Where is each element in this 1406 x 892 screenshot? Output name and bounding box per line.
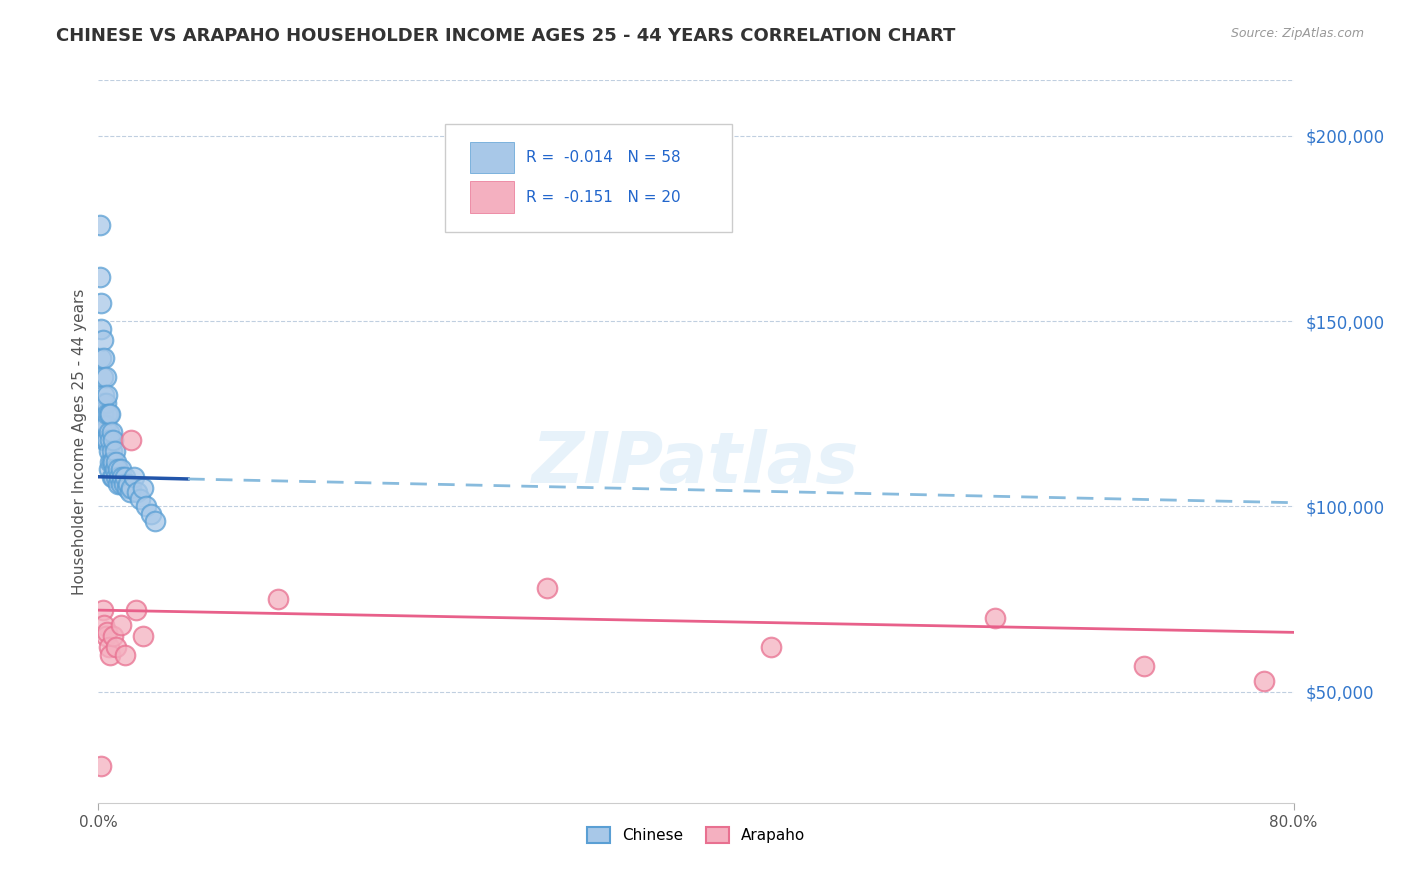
Legend: Chinese, Arapaho: Chinese, Arapaho (581, 822, 811, 849)
Point (96, 407, 118, 421)
Point (91, 369, 114, 384)
Point (103, 433, 125, 447)
Point (114, 469, 136, 483)
Point (759, 640, 782, 655)
FancyBboxPatch shape (446, 124, 733, 232)
Point (90, 351, 112, 366)
Text: R =  -0.151   N = 20: R = -0.151 N = 20 (526, 190, 681, 205)
Point (117, 477, 139, 491)
Point (1253, 673, 1275, 688)
Point (93, 388, 115, 402)
Point (115, 481, 138, 495)
Point (110, 477, 132, 491)
Point (143, 514, 166, 528)
Point (94, 369, 117, 384)
Point (111, 469, 134, 483)
Point (112, 477, 135, 491)
Point (132, 481, 155, 495)
Point (93, 417, 115, 432)
Text: ZIPatlas: ZIPatlas (533, 429, 859, 498)
Point (94, 417, 117, 432)
Text: Source: ZipAtlas.com: Source: ZipAtlas.com (1230, 27, 1364, 40)
Point (127, 484, 149, 499)
Point (94, 433, 117, 447)
Point (110, 462, 132, 476)
Point (91, 603, 114, 617)
Point (101, 469, 124, 483)
Point (132, 629, 155, 643)
Text: CHINESE VS ARAPAHO HOUSEHOLDER INCOME AGES 25 - 44 YEARS CORRELATION CHART: CHINESE VS ARAPAHO HOUSEHOLDER INCOME AG… (56, 27, 956, 45)
Point (93, 618, 115, 632)
Point (97, 443, 120, 458)
Point (90, 321, 112, 335)
Point (1133, 658, 1156, 673)
Point (94, 629, 117, 643)
FancyBboxPatch shape (470, 181, 515, 212)
Point (90, 295, 112, 310)
Point (103, 629, 125, 643)
Point (104, 462, 127, 476)
Point (124, 469, 146, 483)
Point (97, 462, 120, 476)
Point (108, 469, 131, 483)
Point (107, 477, 129, 491)
Point (105, 640, 128, 655)
Point (110, 618, 132, 632)
Point (93, 351, 115, 366)
Point (120, 481, 142, 495)
Point (91, 395, 114, 409)
Point (125, 603, 148, 617)
Point (267, 592, 290, 607)
Point (120, 433, 142, 447)
Point (103, 469, 125, 483)
Y-axis label: Householder Income Ages 25 - 44 years: Householder Income Ages 25 - 44 years (72, 288, 87, 595)
Point (89, 218, 111, 232)
Point (105, 469, 128, 483)
Point (96, 625, 118, 640)
Point (139, 507, 162, 521)
Point (97, 425, 120, 440)
Point (536, 581, 558, 595)
Point (97, 407, 120, 421)
Point (101, 443, 124, 458)
Point (135, 500, 157, 514)
Point (105, 455, 128, 469)
Point (96, 388, 118, 402)
Point (114, 648, 136, 662)
Point (98, 648, 122, 662)
Point (90, 758, 112, 772)
Point (107, 462, 129, 476)
Point (96, 433, 118, 447)
Point (91, 333, 114, 347)
Point (98, 407, 122, 421)
Point (101, 455, 124, 469)
Point (984, 610, 1007, 624)
Point (91, 425, 114, 440)
FancyBboxPatch shape (470, 142, 515, 173)
Point (94, 395, 117, 409)
Point (89, 269, 111, 284)
Point (101, 425, 124, 440)
Point (104, 443, 127, 458)
Point (91, 407, 114, 421)
Point (98, 433, 122, 447)
Point (93, 433, 115, 447)
Point (129, 491, 152, 506)
Point (118, 484, 141, 499)
Point (98, 455, 122, 469)
Point (103, 455, 125, 469)
Point (97, 640, 120, 655)
Text: R =  -0.014   N = 58: R = -0.014 N = 58 (526, 150, 681, 165)
